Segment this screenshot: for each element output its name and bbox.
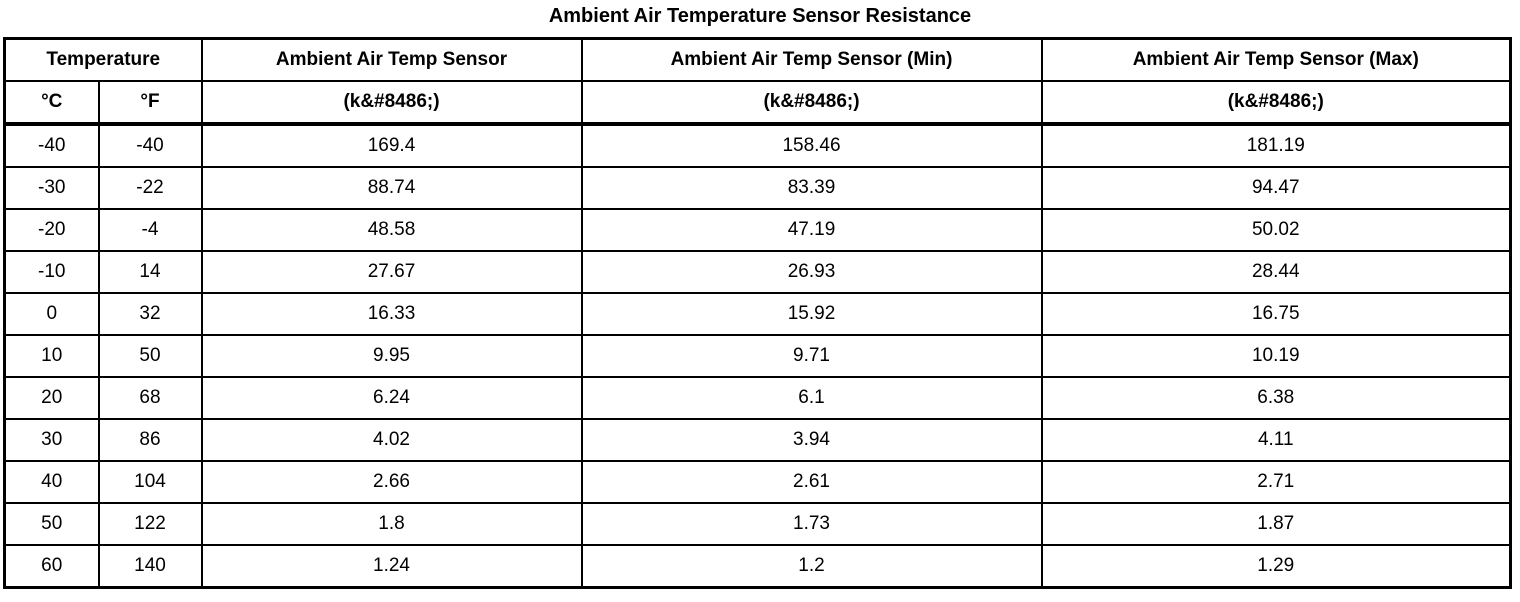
cell-celsius: 40 bbox=[3, 460, 100, 504]
cell-sensor-max: 10.19 bbox=[1040, 334, 1512, 378]
table-row: -20 -4 48.58 47.19 50.02 bbox=[3, 208, 1512, 252]
cell-celsius: -30 bbox=[3, 166, 100, 210]
cell-sensor-min: 83.39 bbox=[580, 166, 1043, 210]
cell-fahrenheit: 68 bbox=[97, 376, 203, 420]
cell-sensor-min: 6.1 bbox=[580, 376, 1043, 420]
header-fahrenheit: °F bbox=[97, 80, 203, 126]
table-row: 30 86 4.02 3.94 4.11 bbox=[3, 418, 1512, 462]
cell-celsius: -10 bbox=[3, 250, 100, 294]
cell-sensor: 88.74 bbox=[200, 166, 583, 210]
cell-sensor-max: 28.44 bbox=[1040, 250, 1512, 294]
cell-sensor-min: 3.94 bbox=[580, 418, 1043, 462]
cell-sensor-max: 181.19 bbox=[1040, 123, 1512, 168]
table-row: -40 -40 169.4 158.46 181.19 bbox=[3, 123, 1512, 168]
cell-sensor-min: 2.61 bbox=[580, 460, 1043, 504]
table-row: -30 -22 88.74 83.39 94.47 bbox=[3, 166, 1512, 210]
cell-fahrenheit: 86 bbox=[97, 418, 203, 462]
cell-sensor: 169.4 bbox=[200, 123, 583, 168]
cell-sensor-min: 26.93 bbox=[580, 250, 1043, 294]
cell-sensor-max: 1.87 bbox=[1040, 502, 1512, 546]
page-title: Ambient Air Temperature Sensor Resistanc… bbox=[548, 5, 972, 27]
cell-celsius: 30 bbox=[3, 418, 100, 462]
cell-fahrenheit: 14 bbox=[97, 250, 203, 294]
header-sensor: Ambient Air Temp Sensor bbox=[200, 37, 583, 82]
table-row: 0 32 16.33 15.92 16.75 bbox=[3, 292, 1512, 336]
unit-kohm-sensor: (k&#8486;) bbox=[200, 80, 583, 126]
cell-celsius: 60 bbox=[3, 544, 100, 589]
cell-sensor: 1.8 bbox=[200, 502, 583, 546]
sensor-resistance-table: Temperature Ambient Air Temp Sensor Ambi… bbox=[3, 37, 1512, 589]
cell-fahrenheit: 104 bbox=[97, 460, 203, 504]
cell-celsius: 20 bbox=[3, 376, 100, 420]
cell-sensor-max: 50.02 bbox=[1040, 208, 1512, 252]
cell-sensor-max: 2.71 bbox=[1040, 460, 1512, 504]
cell-sensor-min: 9.71 bbox=[580, 334, 1043, 378]
cell-sensor-max: 94.47 bbox=[1040, 166, 1512, 210]
cell-sensor: 2.66 bbox=[200, 460, 583, 504]
header-temperature: Temperature bbox=[3, 37, 203, 82]
table-row: 50 122 1.8 1.73 1.87 bbox=[3, 502, 1512, 546]
cell-sensor-min: 1.73 bbox=[580, 502, 1043, 546]
table-row: 60 140 1.24 1.2 1.29 bbox=[3, 544, 1512, 589]
cell-fahrenheit: 122 bbox=[97, 502, 203, 546]
cell-celsius: -20 bbox=[3, 208, 100, 252]
cell-sensor: 9.95 bbox=[200, 334, 583, 378]
cell-sensor-max: 6.38 bbox=[1040, 376, 1512, 420]
cell-sensor-max: 4.11 bbox=[1040, 418, 1512, 462]
cell-sensor-max: 16.75 bbox=[1040, 292, 1512, 336]
header-celsius: °C bbox=[3, 80, 100, 126]
cell-sensor: 16.33 bbox=[200, 292, 583, 336]
cell-fahrenheit: -22 bbox=[97, 166, 203, 210]
cell-fahrenheit: -4 bbox=[97, 208, 203, 252]
cell-sensor-min: 15.92 bbox=[580, 292, 1043, 336]
table-row: 40 104 2.66 2.61 2.71 bbox=[3, 460, 1512, 504]
cell-fahrenheit: 32 bbox=[97, 292, 203, 336]
header-sensor-max: Ambient Air Temp Sensor (Max) bbox=[1040, 37, 1512, 82]
cell-sensor-min: 47.19 bbox=[580, 208, 1043, 252]
header-row-main: Temperature Ambient Air Temp Sensor Ambi… bbox=[3, 37, 1512, 82]
table-row: -10 14 27.67 26.93 28.44 bbox=[3, 250, 1512, 294]
cell-sensor: 27.67 bbox=[200, 250, 583, 294]
cell-fahrenheit: 50 bbox=[97, 334, 203, 378]
cell-fahrenheit: -40 bbox=[97, 123, 203, 168]
unit-kohm-min: (k&#8486;) bbox=[580, 80, 1043, 126]
cell-sensor-min: 158.46 bbox=[580, 123, 1043, 168]
cell-fahrenheit: 140 bbox=[97, 544, 203, 589]
cell-sensor: 1.24 bbox=[200, 544, 583, 589]
table-row: 10 50 9.95 9.71 10.19 bbox=[3, 334, 1512, 378]
cell-sensor: 6.24 bbox=[200, 376, 583, 420]
cell-celsius: 50 bbox=[3, 502, 100, 546]
cell-celsius: -40 bbox=[3, 123, 100, 168]
cell-celsius: 0 bbox=[3, 292, 100, 336]
header-sensor-min: Ambient Air Temp Sensor (Min) bbox=[580, 37, 1043, 82]
cell-sensor-max: 1.29 bbox=[1040, 544, 1512, 589]
table-row: 20 68 6.24 6.1 6.38 bbox=[3, 376, 1512, 420]
header-row-units: °C °F (k&#8486;) (k&#8486;) (k&#8486;) bbox=[3, 80, 1512, 126]
unit-kohm-max: (k&#8486;) bbox=[1040, 80, 1512, 126]
cell-sensor: 4.02 bbox=[200, 418, 583, 462]
cell-sensor: 48.58 bbox=[200, 208, 583, 252]
cell-celsius: 10 bbox=[3, 334, 100, 378]
cell-sensor-min: 1.2 bbox=[580, 544, 1043, 589]
